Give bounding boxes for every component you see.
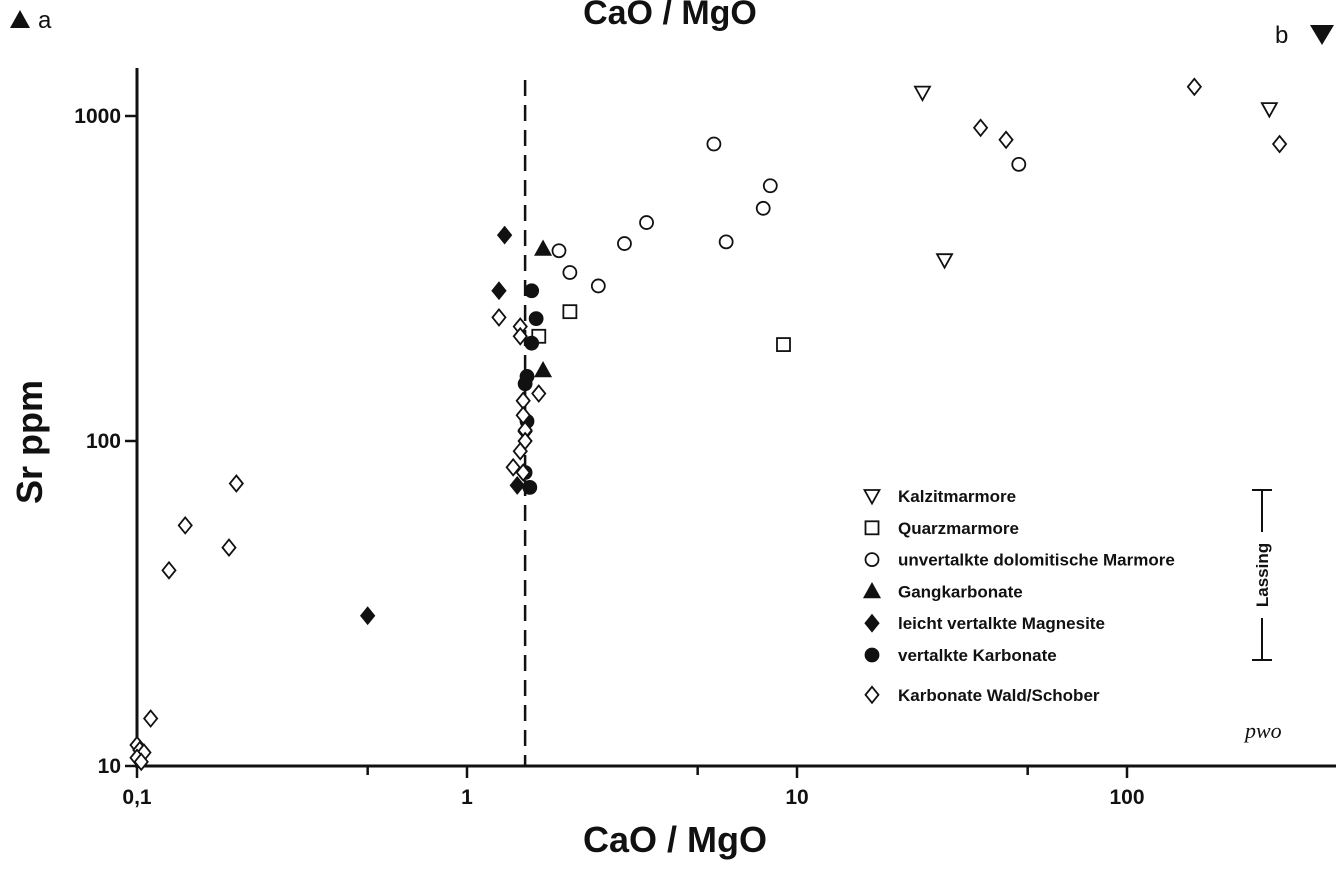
data-point [509, 475, 525, 495]
data-point [161, 560, 177, 580]
legend-marker [864, 613, 880, 633]
data-point [142, 709, 159, 728]
legend-entry: Kalzitmarmore [898, 487, 1016, 506]
data-point [524, 283, 540, 299]
data-point [1011, 156, 1027, 172]
panel-label-a: a [38, 7, 52, 34]
data-point [562, 265, 578, 280]
y-axis-title: Sr ppm [9, 380, 50, 504]
x-axis-title: CaO / MgO [583, 819, 767, 860]
panel-label-b: b [1275, 22, 1288, 49]
data-point [617, 236, 632, 251]
signature: pwo [1243, 718, 1282, 743]
legend-entry: Gangkarbonate [898, 582, 1023, 601]
x-tick-label: 1 [461, 786, 473, 809]
data-point [496, 225, 513, 245]
data-point [1186, 77, 1203, 97]
data-point [534, 239, 553, 256]
data-point [776, 337, 791, 352]
data-point [755, 200, 771, 216]
data-point [551, 243, 567, 259]
data-point [531, 384, 547, 403]
data-point [639, 215, 654, 230]
data-point [512, 326, 528, 346]
x-tick-label: 0,1 [122, 786, 152, 809]
data-point [528, 311, 544, 327]
data-point [491, 308, 507, 327]
data-point [360, 606, 376, 626]
data-point [177, 515, 193, 535]
data-point [534, 360, 553, 378]
y-tick-label: 100 [86, 430, 121, 453]
data-point [913, 85, 932, 102]
legend-entry: leicht vertalkte Magnesite [898, 614, 1105, 633]
y-tick-label: 10 [98, 755, 121, 778]
data-point [972, 118, 989, 138]
data-point [515, 463, 531, 482]
legend-marker [864, 685, 880, 705]
data-point [762, 178, 778, 194]
data-point [221, 538, 237, 557]
bracket-label: Lassing [1253, 543, 1272, 607]
data-point [517, 376, 533, 392]
data-point [522, 479, 538, 495]
data-point [133, 752, 149, 772]
x-tick-label: 100 [1109, 786, 1144, 809]
data-point [1271, 134, 1288, 154]
triangle-down-marker-icon [1310, 25, 1334, 45]
axes [135, 68, 1336, 768]
data-point [562, 304, 578, 320]
data-point [1260, 102, 1279, 119]
data-point [228, 474, 244, 493]
y-tick-label: 1000 [74, 105, 121, 128]
data-point [512, 441, 528, 461]
legend-marker [864, 520, 880, 536]
data-point [491, 281, 507, 301]
data-point [505, 457, 521, 477]
legend-entry: vertalkte Karbonate [898, 646, 1057, 665]
legend-marker [862, 582, 882, 599]
top-title: CaO / MgO [583, 0, 757, 32]
legend-entry: unvertalkte dolomitische Marmore [898, 551, 1175, 570]
data-point [706, 136, 722, 152]
legend-marker [862, 489, 882, 506]
data-point [998, 130, 1014, 150]
triangle-up-marker-icon [10, 10, 30, 28]
data-point [524, 335, 540, 351]
data-point [590, 278, 606, 294]
data-point [718, 234, 734, 250]
x-tick-label: 10 [785, 786, 808, 809]
ticks: 0,1 1 10 100 10 100 1000 [74, 105, 1144, 809]
legend-entry: Quarzmarmore [898, 519, 1019, 538]
data-points [129, 77, 1288, 772]
legend-entry: Karbonate Wald/Schober [898, 686, 1100, 705]
data-point [935, 253, 954, 270]
legend: Kalzitmarmore Quarzmarmore unvertalkte dol… [862, 487, 1272, 705]
legend-marker [864, 552, 880, 567]
legend-marker [864, 647, 880, 663]
